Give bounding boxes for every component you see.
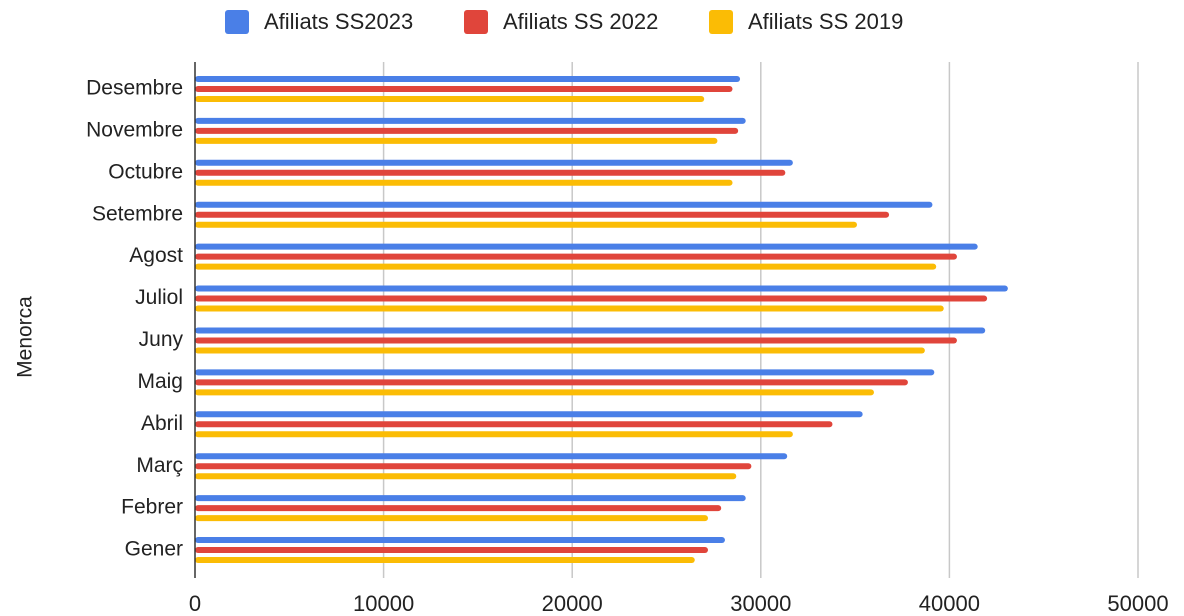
bars <box>195 75 1008 564</box>
legend-label-afiliats-ss-2019[interactable]: Afiliats SS 2019 <box>748 9 903 34</box>
category-label-juliol: Juliol <box>135 286 183 309</box>
legend[interactable]: Afiliats SS2023 Afiliats SS 2022 Afiliats … <box>225 9 903 34</box>
bar-afiliats-ss-2019-febrer <box>195 515 708 522</box>
x-tick-label-20000: 20000 <box>542 591 603 616</box>
bar-afiliats-ss-2019-gener <box>195 557 695 564</box>
bar-afiliats-ss-2019-agost <box>195 263 937 270</box>
bar-afiliats-ss2023-maig <box>195 369 935 376</box>
category-label-febrer: Febrer <box>121 496 183 519</box>
bar-afiliats-ss2023-setembre <box>195 201 933 208</box>
category-label-abril: Abril <box>141 412 183 435</box>
bar-afiliats-ss-2022-febrer <box>195 505 722 512</box>
legend-swatch-afiliats-ss-2019[interactable] <box>709 10 733 34</box>
bar-afiliats-ss-2022-gener <box>195 547 708 554</box>
x-tick-label-10000: 10000 <box>353 591 414 616</box>
bar-afiliats-ss-2022-agost <box>195 253 957 260</box>
category-label-setembre: Setembre <box>92 202 183 225</box>
bar-afiliats-ss2023-octubre <box>195 159 793 166</box>
bar-afiliats-ss2023-desembre <box>195 75 741 82</box>
bar-afiliats-ss-2022-marc <box>195 463 752 470</box>
legend-swatch-afiliats-ss-2022[interactable] <box>464 10 488 34</box>
bar-afiliats-ss2023-gener <box>195 537 725 544</box>
bar-afiliats-ss-2019-juny <box>195 347 925 354</box>
bar-afiliats-ss-2022-octubre <box>195 169 786 176</box>
bar-afiliats-ss-2019-novembre <box>195 137 718 144</box>
x-tick-labels: 0 10000 20000 30000 40000 50000 <box>189 591 1169 616</box>
bar-afiliats-ss-2019-setembre <box>195 221 857 228</box>
x-tick-label-40000: 40000 <box>919 591 980 616</box>
bar-afiliats-ss2023-agost <box>195 243 978 250</box>
x-tick-label-30000: 30000 <box>730 591 791 616</box>
bar-afiliats-ss2023-febrer <box>195 495 746 502</box>
category-label-gener: Gener <box>125 538 183 561</box>
bar-afiliats-ss-2022-juliol <box>195 295 988 302</box>
gridlines <box>382 62 1139 578</box>
bar-afiliats-ss2023-marc <box>195 453 788 460</box>
category-label-desembre: Desembre <box>86 77 183 100</box>
bar-afiliats-ss-2022-setembre <box>195 211 890 218</box>
category-label-novembre: Novembre <box>86 118 183 141</box>
bar-afiliats-ss-2022-novembre <box>195 127 739 134</box>
category-label-maig: Maig <box>137 370 183 393</box>
y-axis-title: Menorca <box>14 296 37 378</box>
bar-afiliats-ss2023-novembre <box>195 117 746 124</box>
category-label-octubre: Octubre <box>108 160 183 183</box>
bar-afiliats-ss-2019-marc <box>195 473 737 480</box>
legend-label-afiliats-ss-2022[interactable]: Afiliats SS 2022 <box>503 9 658 34</box>
bar-afiliats-ss-2019-juliol <box>195 305 944 312</box>
bar-afiliats-ss2023-juliol <box>195 285 1008 292</box>
legend-label-afiliats-ss2023[interactable]: Afiliats SS2023 <box>264 9 413 34</box>
bar-afiliats-ss-2022-abril <box>195 421 833 428</box>
bar-afiliats-ss-2022-maig <box>195 379 908 386</box>
x-tick-label-0: 0 <box>189 591 201 616</box>
x-tick-label-50000: 50000 <box>1107 591 1168 616</box>
category-label-juny: Juny <box>139 328 184 351</box>
legend-swatch-afiliats-ss2023[interactable] <box>225 10 249 34</box>
bar-afiliats-ss-2019-desembre <box>195 95 705 102</box>
category-labels: Gener Febrer Març Abril Maig Juny Juliol Agost S… <box>86 77 183 561</box>
bar-afiliats-ss-2022-desembre <box>195 85 733 92</box>
bar-afiliats-ss-2019-octubre <box>195 179 733 186</box>
bar-afiliats-ss2023-juny <box>195 327 986 334</box>
bar-afiliats-ss-2022-juny <box>195 337 957 344</box>
bar-afiliats-ss2023-abril <box>195 411 863 418</box>
bar-afiliats-ss-2019-maig <box>195 389 874 396</box>
bar-afiliats-ss-2019-abril <box>195 431 793 438</box>
category-label-marc: Març <box>136 454 183 477</box>
category-label-agost: Agost <box>129 244 183 267</box>
